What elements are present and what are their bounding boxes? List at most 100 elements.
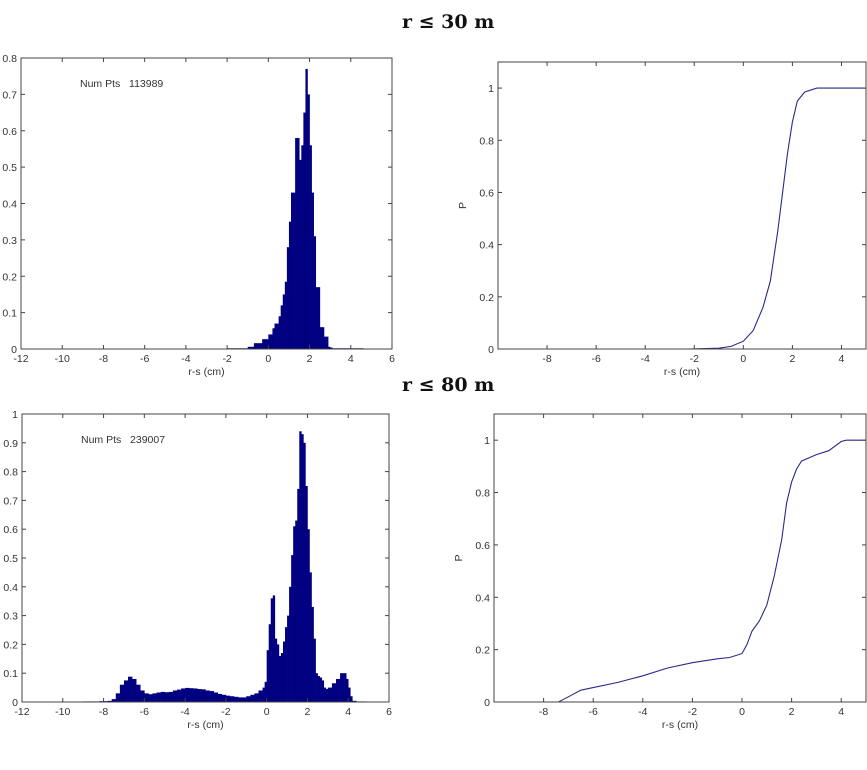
- x-axis-label: r-s (cm): [662, 719, 698, 731]
- histogram-bar: [272, 328, 275, 349]
- y-tick-label: 0.7: [3, 495, 18, 507]
- histogram-bar: [297, 488, 300, 702]
- histogram-bar: [293, 526, 296, 702]
- histogram-bar: [344, 673, 347, 702]
- histogram-bar: [284, 281, 288, 349]
- histogram-bar: [303, 112, 306, 349]
- x-tick-label: 0: [740, 353, 746, 365]
- cdf-line: [689, 87, 866, 350]
- x-tick-label: -6: [140, 353, 149, 365]
- histogram-bar: [305, 68, 308, 349]
- x-tick-label: 0: [264, 706, 270, 718]
- histogram-bar: [107, 700, 113, 702]
- histogram-bar: [311, 192, 314, 349]
- histogram-bar: [285, 627, 288, 702]
- histogram-bar: [291, 192, 294, 349]
- x-tick-label: 6: [386, 706, 392, 718]
- histogram-bar: [307, 94, 310, 349]
- histogram-bar: [303, 442, 306, 702]
- y-tick-label: 0.6: [475, 540, 490, 552]
- x-tick-label: 2: [305, 706, 311, 718]
- histogram-bar: [152, 693, 157, 702]
- histogram-bar: [315, 673, 318, 702]
- x-tick-label: 6: [389, 353, 395, 365]
- axes-frame: [497, 61, 867, 350]
- x-tick-label: -4: [181, 353, 190, 365]
- histogram-bar: [317, 287, 321, 349]
- y-tick-label: 0.9: [3, 438, 18, 450]
- y-tick-label: 0.8: [479, 135, 494, 147]
- y-tick-label: 0.5: [3, 553, 18, 565]
- histogram-bar: [168, 691, 174, 702]
- histogram-bar: [132, 678, 137, 702]
- y-tick-label: 0.2: [479, 292, 494, 304]
- histogram-bar: [352, 700, 357, 702]
- y-tick-label: 0.3: [2, 235, 17, 247]
- x-tick-label: -12: [14, 706, 29, 718]
- plot-area: [494, 414, 866, 702]
- histogram-bar: [330, 347, 333, 349]
- y-tick-label: 0.1: [2, 308, 17, 320]
- x-tick-label: 0: [265, 353, 271, 365]
- x-tick-label: 2: [789, 353, 795, 365]
- x-tick-label: -8: [539, 706, 548, 718]
- y-tick-label: 0.4: [3, 582, 18, 594]
- histogram-bar: [247, 346, 251, 349]
- num-pts-annotation: Num Pts 113989: [80, 78, 163, 90]
- histogram-bar: [299, 431, 302, 702]
- histogram-bar: [335, 678, 341, 702]
- histogram-bar: [340, 673, 345, 702]
- histogram-bar: [323, 336, 327, 349]
- x-axis-label: r-s (cm): [188, 366, 224, 378]
- y-tick-label: 1: [12, 409, 18, 421]
- x-tick-label: -2: [222, 353, 231, 365]
- histogram-bar: [313, 638, 316, 702]
- histogram-bar: [319, 327, 323, 349]
- histogram-bar: [317, 676, 320, 702]
- histogram-bar: [181, 688, 186, 702]
- histogram-bar: [274, 323, 277, 349]
- x-tick-label: -8: [542, 353, 551, 365]
- histogram-bar: [262, 339, 265, 349]
- histogram-bar: [282, 294, 286, 349]
- histogram-bar: [278, 655, 282, 702]
- y-tick-label: 0.3: [3, 611, 18, 623]
- y-tick-label: 0.4: [479, 240, 494, 252]
- histogram-bar: [309, 572, 312, 702]
- x-tick-label: -4: [638, 706, 647, 718]
- histogram-bar: [321, 680, 325, 702]
- y-tick-label: 0.4: [2, 199, 17, 211]
- histogram-bar: [311, 606, 314, 702]
- x-axis-label: r-s (cm): [664, 366, 700, 378]
- histogram-bar: [307, 529, 310, 702]
- x-tick-label: 0: [739, 706, 745, 718]
- histogram-bar: [272, 595, 276, 702]
- histogram-bar: [238, 697, 243, 702]
- histogram-bar: [282, 641, 286, 702]
- histogram-bar: [128, 676, 133, 702]
- histogram-bar: [123, 680, 129, 702]
- x-tick-label: -4: [180, 706, 189, 718]
- cdf-line: [518, 439, 866, 703]
- y-tick-label: 0: [488, 344, 494, 356]
- histogram-bar: [280, 653, 284, 702]
- subplot-bottom-left: -12 -10 -8 -6 -4 -2 0 2 4 6 0 0.1 0.2 0.3 0.4 0.5 0.6 0.7…: [3, 409, 392, 731]
- y-tick-label: 0.8: [2, 53, 17, 65]
- section-title-80m: r ≤ 80 m: [402, 374, 495, 396]
- histogram-bar: [299, 159, 302, 349]
- histogram-bar: [313, 236, 317, 349]
- histogram-bar: [156, 692, 161, 702]
- subplot-bottom-right: -8 -6 -4 -2 0 2 4 0 0.2 0.4 0.6 0.8 1 r-s (cm) P: [453, 413, 867, 731]
- y-tick-label: 0.6: [479, 187, 494, 199]
- x-tick-label: -8: [99, 706, 108, 718]
- y-tick-label: 0: [12, 697, 18, 709]
- histogram-bar: [205, 690, 210, 702]
- histogram-bar: [258, 343, 261, 349]
- histogram-bar: [251, 346, 255, 349]
- x-tick-label: -12: [13, 353, 28, 365]
- histogram-bar: [140, 690, 145, 702]
- y-tick-label: 0.4: [475, 592, 490, 604]
- histogram-bar: [346, 678, 349, 702]
- histogram-bar: [268, 624, 272, 702]
